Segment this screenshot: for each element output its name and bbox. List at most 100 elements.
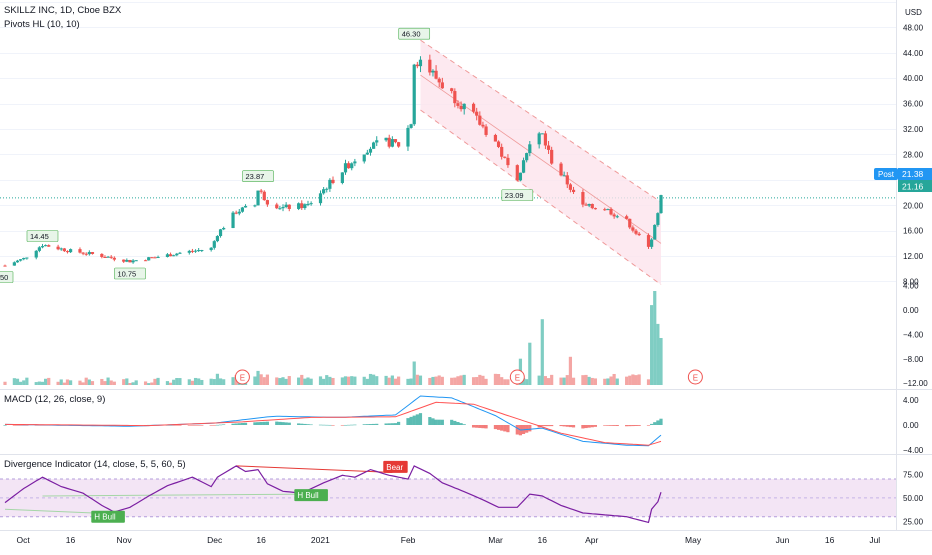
macd-histogram-bar: [231, 423, 235, 425]
candle-body: [78, 249, 82, 253]
macd-histogram-bar: [212, 425, 216, 426]
volume-bar: [150, 382, 154, 385]
macd-histogram-bar: [275, 421, 279, 425]
volume-bar: [625, 376, 629, 385]
pivot-label-box: [114, 267, 146, 280]
macd-histogram-bar: [397, 421, 401, 425]
volume-bar: [325, 375, 329, 385]
candle-body: [325, 188, 329, 190]
volume-bar: [122, 379, 126, 385]
macd-histogram-bar: [187, 425, 191, 426]
volume-bar: [384, 375, 388, 385]
volume-bar: [65, 379, 70, 385]
macd-histogram-bar: [300, 423, 304, 425]
candle-body: [297, 203, 301, 209]
pivot-label: 10.75: [117, 270, 136, 279]
candle-body: [47, 245, 51, 247]
candle-body: [456, 103, 460, 106]
candle-body: [197, 250, 201, 252]
candle-body: [147, 257, 151, 261]
candle-body: [625, 216, 629, 219]
post-badge-label: Post: [878, 170, 895, 179]
candle-body: [481, 124, 485, 127]
candle-body: [318, 193, 323, 204]
volume-bar: [44, 378, 48, 385]
volume-bar: [550, 374, 554, 385]
macd-histogram-bar: [562, 425, 566, 427]
candle-body: [234, 212, 238, 214]
candle-body: [571, 189, 576, 193]
signal-line: [4, 401, 662, 446]
candle-body: [590, 203, 594, 209]
volume-bar: [25, 377, 29, 385]
candle-body: [212, 241, 216, 248]
candle-body: [418, 59, 423, 67]
volume-bar: [521, 377, 526, 385]
candle-body: [428, 59, 432, 73]
macd-histogram-bar: [515, 425, 519, 435]
macd-histogram-bar: [628, 425, 632, 427]
volume-bar: [303, 378, 307, 385]
volume-bar: [200, 379, 204, 385]
volume-bar: [387, 377, 391, 385]
time-tick-label: Apr: [585, 535, 598, 545]
candle-body: [568, 184, 573, 190]
macd-histogram-bar: [387, 423, 391, 425]
volume-bar: [222, 379, 226, 385]
volume-bar: [306, 377, 310, 385]
price-tick-label: 8.00: [903, 277, 919, 286]
candle-body: [634, 230, 638, 234]
volume-bar: [15, 378, 20, 385]
candle-body: [44, 245, 48, 247]
price-tick-label: 36.00: [903, 100, 924, 109]
macd-histogram-bar: [593, 425, 597, 427]
time-tick-label: Jul: [869, 535, 880, 545]
earnings-marker: [687, 369, 703, 385]
macd-pane: [3, 395, 663, 447]
candle-body: [303, 204, 307, 209]
candle-body: [190, 250, 195, 252]
candle-body: [471, 103, 476, 112]
volume-bar: [393, 378, 398, 385]
volume-bar: [631, 374, 635, 385]
macd-histogram-bar: [303, 423, 307, 425]
volume-bar: [172, 379, 176, 385]
volume-bar: [593, 378, 597, 385]
volume-bar: [590, 377, 594, 385]
candle-body: [362, 154, 366, 162]
candle-body: [543, 133, 548, 146]
regression-channel: [420, 39, 662, 286]
macd-histogram-bar: [506, 425, 510, 433]
volume-bar: [212, 379, 216, 385]
candle-body: [175, 253, 179, 256]
volume-bar: [193, 377, 198, 385]
candle-body: [650, 239, 654, 247]
candle-body: [347, 163, 351, 169]
macd-histogram-bar: [25, 425, 29, 426]
macd-histogram-bar: [559, 425, 563, 427]
pivot-label: 50: [0, 273, 8, 282]
earnings-marker-label: E: [693, 374, 698, 383]
divergence-tick-label: 75.00: [903, 470, 924, 479]
volume-bar: [322, 378, 326, 385]
macd-tick-label: −4.00: [903, 446, 924, 455]
candle-body: [453, 91, 457, 104]
macd-histogram-bar: [297, 423, 301, 425]
macd-histogram-bar: [656, 420, 660, 425]
volume-bar: [603, 378, 607, 385]
candle-body: [406, 127, 410, 147]
candle-body: [612, 214, 616, 217]
candle-body: [84, 253, 88, 255]
candle-body: [215, 236, 220, 242]
volume-bar: [78, 380, 82, 385]
macd-histogram-bar: [237, 423, 241, 425]
macd-histogram-bar: [384, 423, 388, 425]
macd-histogram-bar: [540, 425, 544, 427]
volume-bar: [646, 379, 651, 385]
volume-bar: [434, 376, 438, 385]
macd-histogram-bar: [543, 425, 548, 427]
candle-body: [69, 249, 73, 253]
macd-histogram-bar: [450, 419, 454, 425]
macd-histogram-bar: [393, 423, 398, 425]
